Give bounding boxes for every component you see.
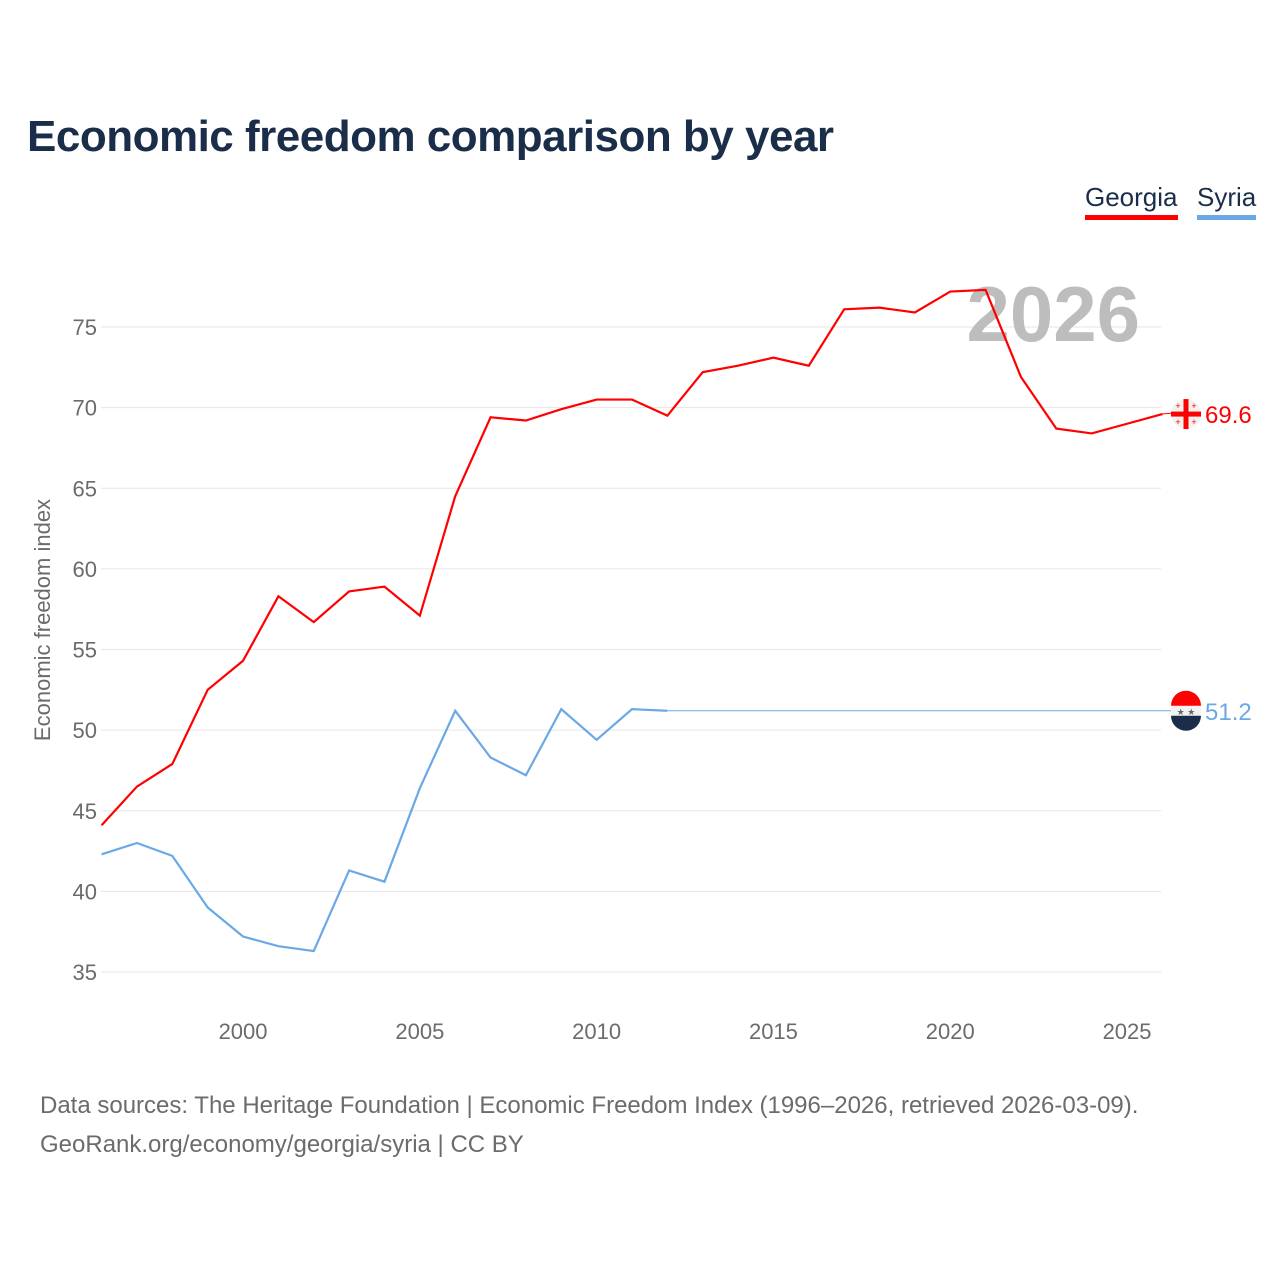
legend-item-syria[interactable]: Syria bbox=[1197, 182, 1257, 220]
x-tick-label: 2010 bbox=[572, 1019, 621, 1044]
y-tick-label: 50 bbox=[73, 718, 97, 743]
end-label-georgia: 69.6 bbox=[1205, 402, 1252, 429]
y-tick-label: 70 bbox=[73, 396, 97, 421]
footer: Data sources: The Heritage Foundation | … bbox=[40, 1086, 1138, 1164]
y-tick-label: 60 bbox=[73, 557, 97, 582]
end-label-syria: 51.2 bbox=[1205, 699, 1252, 726]
flag-small-cross: + bbox=[1175, 417, 1180, 427]
y-axis-label: Economic freedom index bbox=[30, 499, 55, 741]
flag-stripe-black bbox=[1171, 715, 1201, 731]
year-watermark: 2026 bbox=[966, 270, 1140, 358]
x-tick-label: 2020 bbox=[926, 1019, 975, 1044]
chart-title: Economic freedom comparison by year bbox=[27, 112, 834, 161]
flag-small-cross: + bbox=[1175, 401, 1180, 411]
y-tick-label: 35 bbox=[73, 960, 97, 985]
x-tick-label: 2025 bbox=[1103, 1019, 1152, 1044]
series-line-georgia bbox=[100, 288, 1163, 827]
x-tick-label: 2015 bbox=[749, 1019, 798, 1044]
x-tick-label: 2005 bbox=[395, 1019, 444, 1044]
flag-small-cross: + bbox=[1191, 417, 1196, 427]
connector bbox=[1160, 412, 1173, 415]
flag-cross bbox=[1183, 399, 1189, 430]
source-text: Data sources: The Heritage Foundation | … bbox=[40, 1092, 1139, 1119]
series-line-syria bbox=[101, 707, 668, 953]
y-tick-label: 40 bbox=[73, 879, 97, 904]
flag-stars: ★ ★ bbox=[1177, 707, 1196, 717]
y-tick-label: 75 bbox=[73, 315, 97, 340]
y-tick-label: 65 bbox=[73, 476, 97, 501]
y-tick-label: 45 bbox=[73, 799, 97, 824]
y-tick-label: 55 bbox=[73, 638, 97, 663]
flag-stripe-red bbox=[1171, 690, 1201, 706]
x-tick-label: 2000 bbox=[219, 1019, 268, 1044]
legend-item-georgia[interactable]: Georgia bbox=[1085, 182, 1178, 220]
flag-small-cross: + bbox=[1191, 401, 1196, 411]
source-link[interactable]: GeoRank.org/economy/georgia/syria | CC B… bbox=[40, 1131, 524, 1158]
